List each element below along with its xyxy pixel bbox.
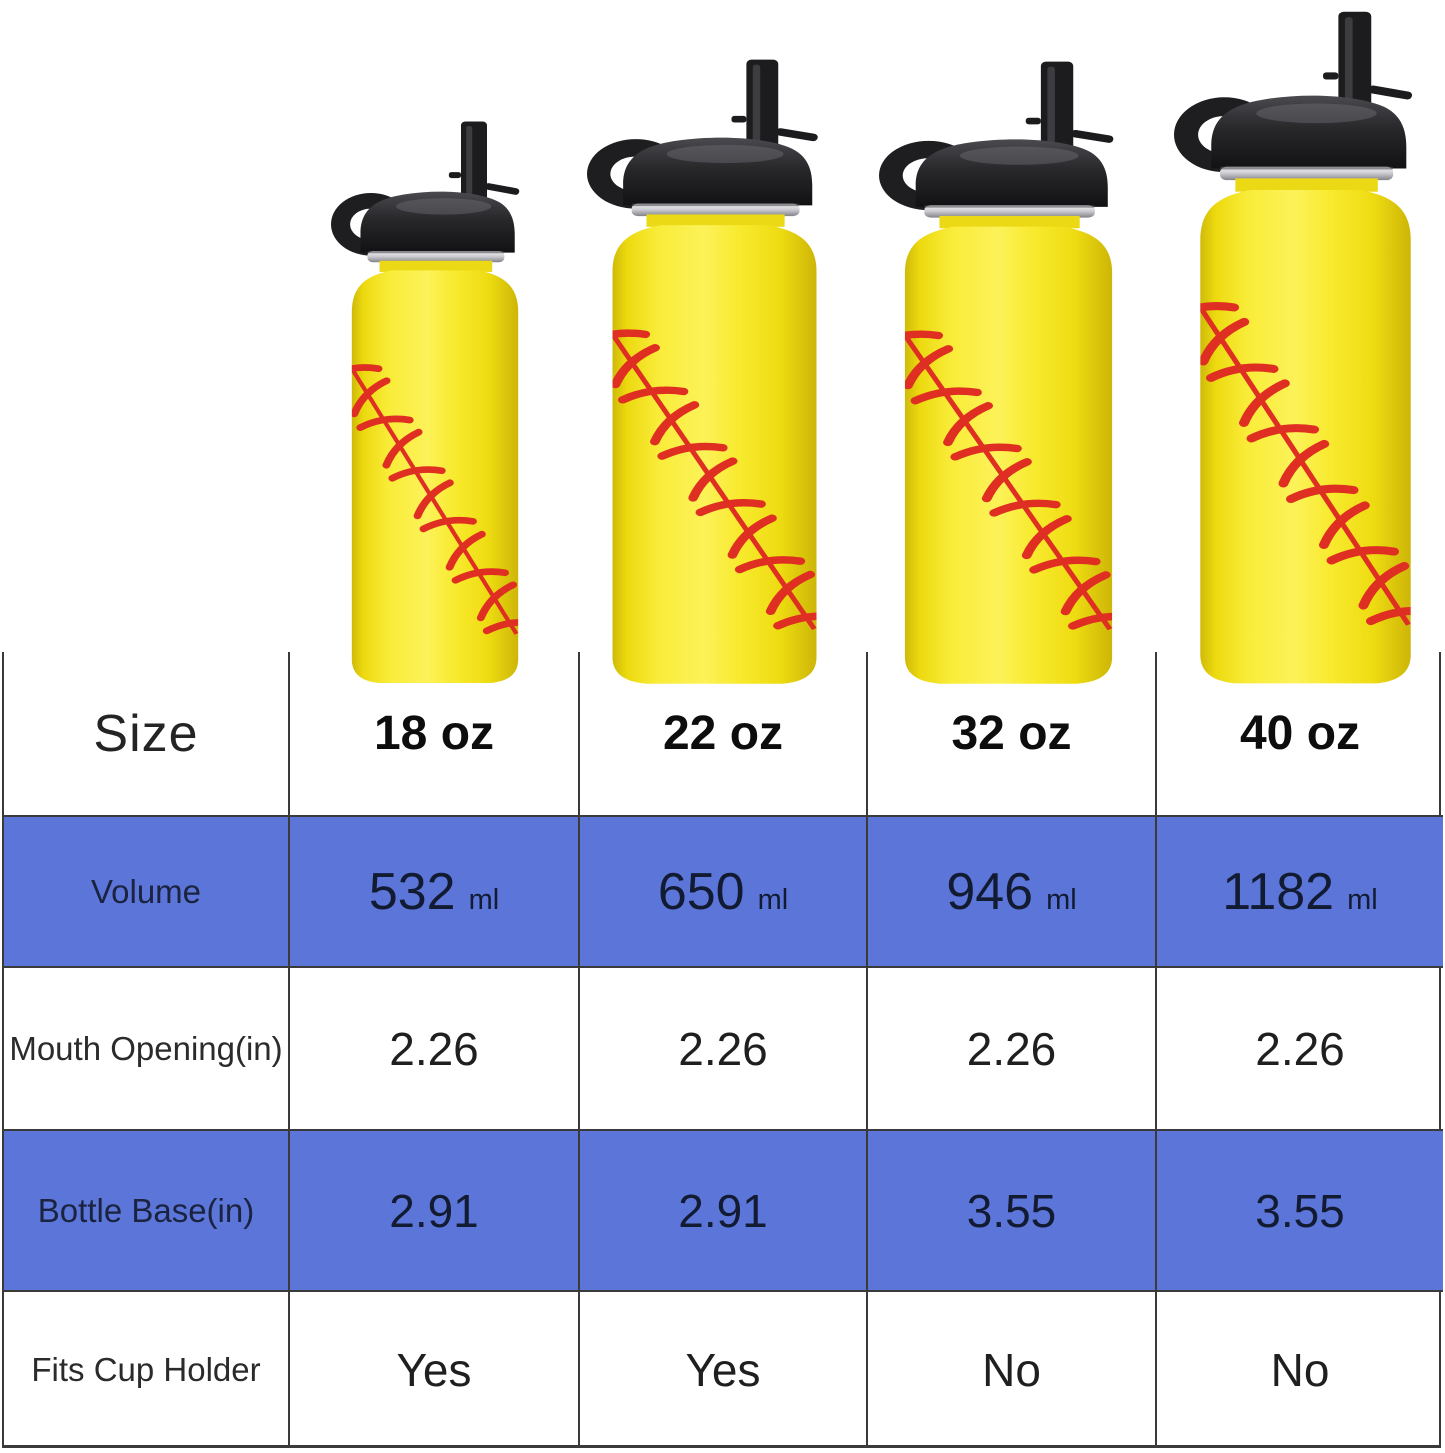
cell-holder-32oz: No — [868, 1292, 1157, 1448]
row-label-text: Fits Cup Holder — [31, 1351, 261, 1388]
cell-volume-32oz: 946 ml — [868, 817, 1157, 968]
column-header-32oz: 32 oz — [868, 652, 1157, 817]
softball-bottle-icon — [331, 120, 539, 686]
cell-base-40oz: 3.55 — [1157, 1131, 1443, 1292]
cell-volume-18oz: 532 ml — [290, 817, 580, 968]
size-comparison-table: Size 18 oz 22 oz 32 oz 40 oz Volume 532 m… — [2, 652, 1443, 1448]
softball-bottle-22oz-image — [587, 58, 842, 687]
cell-mouth-18oz: 2.26 — [290, 968, 580, 1131]
cell-mouth-40oz: 2.26 — [1157, 968, 1443, 1131]
softball-bottle-32oz-image — [879, 60, 1138, 687]
cell-mouth-22oz: 2.26 — [580, 968, 868, 1131]
volume-value: 946 — [946, 862, 1034, 921]
fits-cup-holder-value: No — [982, 1344, 1041, 1396]
cell-holder-22oz: Yes — [580, 1292, 868, 1448]
size-header-cell: Size — [4, 652, 290, 817]
volume-unit: ml — [1046, 883, 1077, 916]
column-header-40oz: 40 oz — [1157, 652, 1443, 817]
cell-base-32oz: 3.55 — [868, 1131, 1157, 1292]
bottle-base-value: 3.55 — [966, 1184, 1057, 1237]
fits-cup-holder-value: Yes — [396, 1344, 472, 1396]
mouth-opening-value: 2.26 — [966, 1022, 1057, 1075]
softball-bottle-icon — [1174, 10, 1437, 687]
row-label-fits-cup-holder: Fits Cup Holder — [4, 1292, 290, 1448]
mouth-opening-value: 2.26 — [389, 1022, 479, 1075]
cell-base-18oz: 2.91 — [290, 1131, 580, 1292]
fits-cup-holder-value: No — [1270, 1344, 1330, 1396]
column-header-label: 18 oz — [373, 707, 495, 760]
cell-volume-40oz: 1182 ml — [1157, 817, 1443, 968]
size-header-label: Size — [93, 704, 199, 763]
column-header-label: 32 oz — [951, 707, 1072, 760]
column-header-label: 40 oz — [1239, 707, 1361, 760]
row-label-bottle-base: Bottle Base(in) — [4, 1131, 290, 1292]
bottle-base-value: 2.91 — [678, 1184, 768, 1237]
cell-holder-40oz: No — [1157, 1292, 1443, 1448]
volume-unit: ml — [1347, 883, 1378, 916]
volume-unit: ml — [468, 883, 500, 916]
row-label-mouth-opening: Mouth Opening(in) — [4, 968, 290, 1131]
bottle-base-value: 2.91 — [389, 1184, 479, 1237]
column-header-22oz: 22 oz — [580, 652, 868, 817]
volume-value: 532 — [368, 862, 456, 921]
fits-cup-holder-value: Yes — [685, 1344, 761, 1396]
softball-bottle-18oz-image — [331, 120, 539, 686]
mouth-opening-value: 2.26 — [678, 1022, 768, 1075]
volume-value: 650 — [657, 862, 745, 921]
row-label-volume: Volume — [4, 817, 290, 968]
softball-bottle-icon — [587, 58, 842, 687]
cell-base-22oz: 2.91 — [580, 1131, 868, 1292]
cell-mouth-32oz: 2.26 — [868, 968, 1157, 1131]
row-label-text: Volume — [90, 872, 202, 910]
volume-unit: ml — [757, 883, 789, 916]
softball-bottle-icon — [879, 60, 1138, 687]
column-header-18oz: 18 oz — [290, 652, 580, 817]
softball-bottle-40oz-image — [1174, 10, 1437, 687]
row-label-text: Mouth Opening(in) — [9, 1029, 283, 1067]
column-header-label: 22 oz — [662, 707, 784, 760]
cell-holder-18oz: Yes — [290, 1292, 580, 1448]
row-label-text: Bottle Base(in) — [37, 1191, 255, 1229]
mouth-opening-value: 2.26 — [1255, 1022, 1345, 1075]
volume-value: 1182 — [1222, 862, 1335, 921]
cell-volume-22oz: 650 ml — [580, 817, 868, 968]
bottle-base-value: 3.55 — [1255, 1184, 1345, 1237]
